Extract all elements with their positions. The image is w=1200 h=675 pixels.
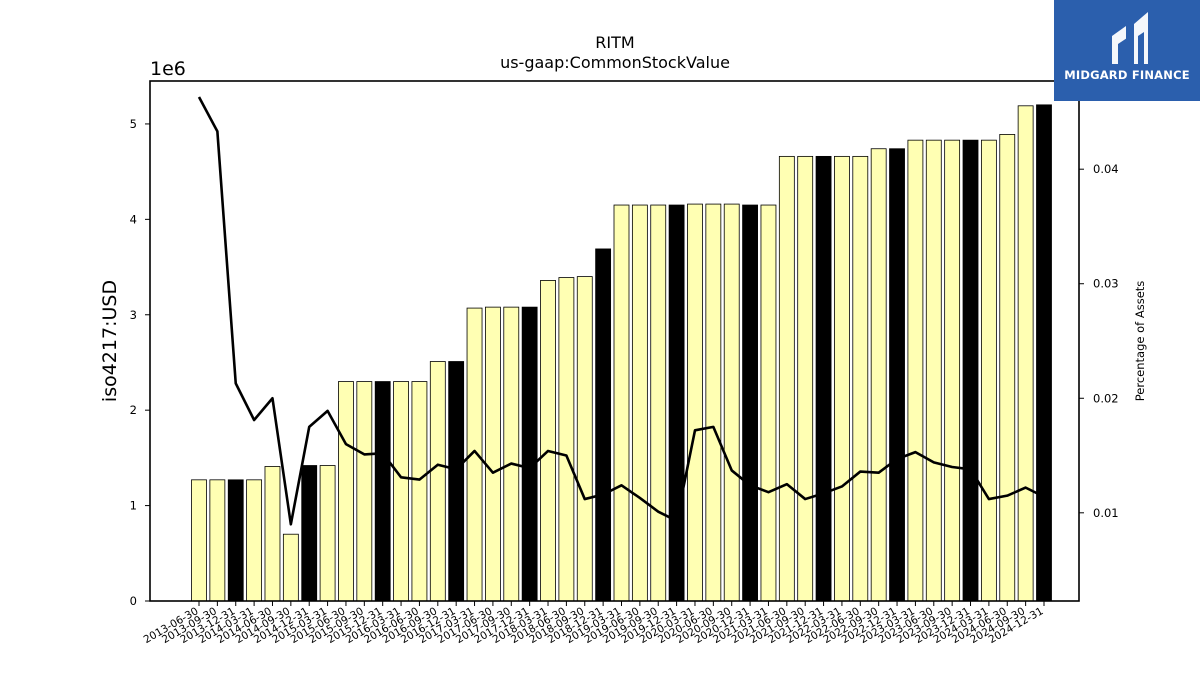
bar-2021-09-30 <box>797 155 814 602</box>
bar-2018-09-30 <box>576 276 593 602</box>
x-axis-ticks: 2013-06-302013-09-302013-12-312014-03-31… <box>142 601 1046 646</box>
y-tick-label: 0 <box>130 594 137 608</box>
bar-2020-06-30 <box>705 203 722 602</box>
bar-2022-03-31 <box>834 155 850 602</box>
percentage-of-assets-line <box>197 96 1045 526</box>
midgard-logo-icon <box>1112 12 1148 64</box>
bar-2013-09-30 <box>209 479 226 602</box>
bar-2024-03-31 <box>980 139 997 602</box>
bar-2017-09-30 <box>503 306 520 602</box>
y2-tick-label: 0.02 <box>1093 391 1119 405</box>
bar-2023-12-31 <box>962 139 979 602</box>
bar-2016-12-31 <box>448 361 465 602</box>
y2-tick-label: 0.04 <box>1093 162 1119 176</box>
bar-2015-12-31 <box>374 381 391 602</box>
chart-title: RITM <box>595 33 634 52</box>
y2-tick-label: 0.01 <box>1093 506 1119 520</box>
bar-2018-03-31 <box>540 280 556 602</box>
bar-2023-03-31 <box>907 139 924 602</box>
bar-2021-12-31 <box>815 155 832 602</box>
bar-2014-09-30 <box>282 533 299 602</box>
bar-2020-03-31 <box>687 203 703 602</box>
bar-2017-12-31 <box>521 306 538 602</box>
bar-2016-03-31 <box>393 381 409 602</box>
bar-2024-09-30 <box>1017 105 1034 602</box>
y2-tick-label: 0.03 <box>1093 277 1119 291</box>
bar-2021-06-30 <box>778 155 795 602</box>
plot-frame <box>149 80 1080 602</box>
y-axis-label: iso4217:USD <box>99 280 121 402</box>
bar-2018-06-30 <box>558 277 575 602</box>
y-tick-label: 5 <box>130 117 137 131</box>
bar-2024-06-30 <box>999 134 1016 602</box>
bar-2015-06-30 <box>338 381 354 602</box>
bar-2014-03-31 <box>246 479 263 602</box>
percentage-line-layer <box>197 96 1045 526</box>
bar-2016-06-30 <box>411 381 428 602</box>
bar-2024-12-31 <box>1036 104 1052 602</box>
y2-axis-ticks: 0.01 0.02 0.03 0.04 <box>1079 162 1119 520</box>
bar-2022-12-31 <box>889 148 905 602</box>
bar-2019-06-30 <box>631 204 648 602</box>
bar-2019-12-31 <box>668 204 685 602</box>
bar-2015-09-30 <box>356 381 373 602</box>
bar-2016-09-30 <box>429 361 446 602</box>
y-tick-label: 2 <box>130 403 137 417</box>
bar-2022-06-30 <box>852 155 869 602</box>
logo-text: MIDGARD FINANCE <box>1064 68 1190 82</box>
bar-2018-12-31 <box>595 248 612 602</box>
midgard-logo: MIDGARD FINANCE <box>1054 0 1200 101</box>
bar-2014-12-31 <box>301 465 318 602</box>
y-tick-label: 3 <box>130 308 137 322</box>
bar-2023-09-30 <box>944 139 961 602</box>
bar-2014-06-30 <box>264 466 281 602</box>
bar-2022-09-30 <box>870 148 887 602</box>
chart-subtitle: us-gaap:CommonStockValue <box>500 53 730 72</box>
axes <box>149 80 1080 602</box>
bar-2013-12-31 <box>227 479 244 602</box>
y-offset-text: 1e6 <box>150 58 186 80</box>
bar-2015-03-31 <box>319 465 336 602</box>
bar-2019-09-30 <box>650 204 667 602</box>
y2-axis-label: Percentage of Assets <box>1133 281 1147 402</box>
bar-2017-06-30 <box>485 306 501 602</box>
bar-2020-12-31 <box>742 204 758 602</box>
y-axis-ticks: 0 1 2 3 4 5 <box>130 117 150 608</box>
y-tick-label: 1 <box>130 499 137 513</box>
bar-2023-06-30 <box>925 139 942 602</box>
y-tick-label: 4 <box>130 212 137 226</box>
bar-2013-06-30 <box>191 479 207 602</box>
bar-2020-09-30 <box>723 203 740 602</box>
bar-2019-03-31 <box>613 204 630 602</box>
bars <box>191 104 1052 602</box>
bar-2021-03-31 <box>760 204 777 602</box>
